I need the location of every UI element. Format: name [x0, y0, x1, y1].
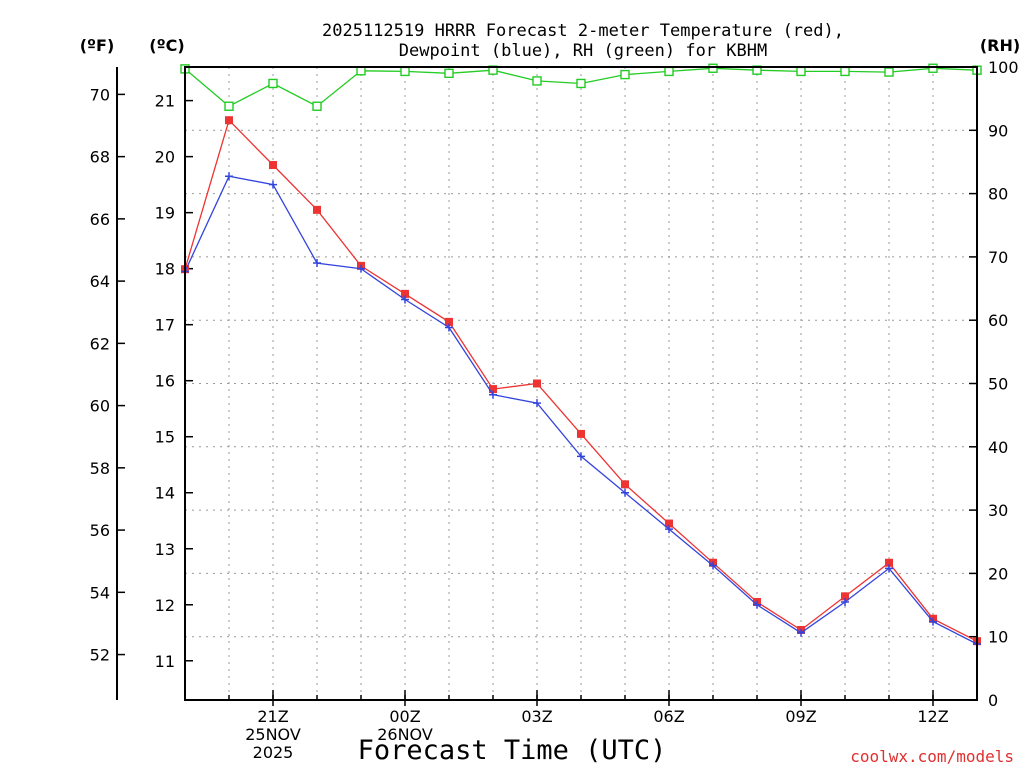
- dewpoint-point: [269, 180, 277, 189]
- fahrenheit-tick-label: 66: [90, 210, 110, 229]
- rh-point: [840, 66, 850, 77]
- dewpoint-point: [533, 399, 541, 408]
- fahrenheit-tick-label: 64: [90, 272, 110, 291]
- rh-tick-label: 0: [988, 691, 998, 710]
- x-tick-label: 06Z: [653, 707, 684, 726]
- dewpoint-point: [665, 525, 673, 534]
- fahrenheit-tick-label: 60: [90, 397, 110, 416]
- celsius-tick-label: 15: [155, 428, 175, 447]
- dewpoint-point: [621, 488, 629, 497]
- rh-tick-label: 100: [988, 58, 1019, 77]
- celsius-tick-label: 19: [155, 204, 175, 223]
- celsius-unit-label: (ºC): [149, 36, 184, 55]
- fahrenheit-tick-label: 52: [90, 646, 110, 665]
- fahrenheit-tick-label: 54: [90, 583, 110, 602]
- dewpoint-point: [841, 597, 849, 606]
- x-tick-label: 26NOV: [377, 725, 433, 744]
- dewpoint-point: [313, 259, 321, 268]
- dewpoint-point: [225, 172, 233, 181]
- chart-title-line2: Dewpoint (blue), RH (green) for KBHM: [399, 41, 767, 61]
- x-tick-label: 2025: [253, 743, 294, 762]
- fahrenheit-tick-label: 70: [90, 85, 110, 104]
- dewpoint-point: [929, 617, 937, 626]
- x-tick-label: 00Z: [389, 707, 420, 726]
- rh-point: [576, 78, 586, 89]
- temperature-point: [885, 558, 893, 567]
- rh-point: [268, 78, 278, 89]
- rh-point: [224, 101, 234, 111]
- series-dewpoint: [181, 172, 981, 648]
- rh-point: [664, 66, 674, 77]
- temperature-point: [401, 289, 409, 298]
- temperature-point: [841, 592, 849, 601]
- dewpoint-point: [401, 295, 409, 304]
- fahrenheit-tick-label: 68: [90, 148, 110, 167]
- rh-point: [444, 68, 454, 79]
- data-series: [180, 63, 982, 648]
- x-tick-label: 21Z: [257, 707, 288, 726]
- celsius-tick-label: 20: [155, 148, 175, 167]
- tick-labels: 52 54 56 58 60 62 64 66 68 70 11 12 13 14 15 16 17 18 19 20…: [90, 58, 1019, 762]
- chart-title-line1: 2025112519 HRRR Forecast 2-meter Tempera…: [322, 21, 844, 41]
- rh-tick-label: 90: [988, 121, 1008, 140]
- rh-tick-label: 20: [988, 564, 1008, 583]
- rh-point: [532, 76, 542, 86]
- temperature-point: [445, 317, 453, 326]
- rh-tick-label: 50: [988, 375, 1008, 394]
- rh-point: [928, 63, 938, 73]
- fahrenheit-tick-label: 62: [90, 334, 110, 353]
- temperature-point: [533, 379, 541, 388]
- rh-tick-label: 60: [988, 311, 1008, 330]
- rh-tick-label: 80: [988, 185, 1008, 204]
- rh-point: [796, 66, 806, 77]
- celsius-tick-label: 18: [155, 260, 175, 279]
- temperature-point: [269, 161, 277, 170]
- dewpoint-point: [577, 452, 585, 461]
- rh-point: [312, 101, 322, 111]
- celsius-tick-label: 14: [155, 484, 175, 503]
- rh-point: [400, 66, 410, 77]
- x-axis-label: Forecast Time (UTC): [358, 735, 667, 766]
- celsius-tick-label: 16: [155, 372, 175, 391]
- rh-point: [708, 63, 718, 73]
- dewpoint-point: [709, 561, 717, 570]
- dewpoint-point: [885, 564, 893, 573]
- dewpoint-point: [357, 264, 365, 273]
- plot-frame: [184, 66, 978, 701]
- dewpoint-point: [445, 323, 453, 332]
- dewpoint-point: [797, 628, 805, 637]
- x-tick-label: 25NOV: [245, 725, 301, 744]
- temperature-point: [577, 429, 585, 438]
- rh-unit-label: (RH): [980, 36, 1020, 55]
- dewpoint-point: [753, 600, 761, 609]
- rh-tick-label: 70: [988, 248, 1008, 267]
- fahrenheit-tick-label: 58: [90, 459, 110, 478]
- celsius-tick-label: 13: [155, 540, 175, 559]
- celsius-tick-label: 12: [155, 596, 175, 615]
- credit-text: coolwx.com/models: [850, 747, 1014, 766]
- temperature-point: [621, 480, 629, 489]
- temperature-point: [665, 519, 673, 528]
- temperature-point: [313, 205, 321, 214]
- rh-point: [620, 69, 630, 80]
- rh-tick-label: 30: [988, 501, 1008, 520]
- temperature-point: [225, 116, 233, 125]
- fahrenheit-unit-label: (ºF): [80, 36, 115, 55]
- dewpoint-point: [489, 390, 497, 399]
- x-tick-label: 09Z: [785, 707, 816, 726]
- x-tick-label: 03Z: [521, 707, 552, 726]
- x-tick-label: 12Z: [917, 707, 948, 726]
- temperature-point: [489, 385, 497, 394]
- fahrenheit-tick-label: 56: [90, 521, 110, 540]
- rh-tick-label: 10: [988, 628, 1008, 647]
- rh-tick-label: 40: [988, 438, 1008, 457]
- celsius-tick-label: 21: [155, 92, 175, 111]
- rh-point: [884, 67, 894, 77]
- celsius-tick-label: 17: [155, 316, 175, 335]
- celsius-tick-label: 11: [155, 652, 175, 671]
